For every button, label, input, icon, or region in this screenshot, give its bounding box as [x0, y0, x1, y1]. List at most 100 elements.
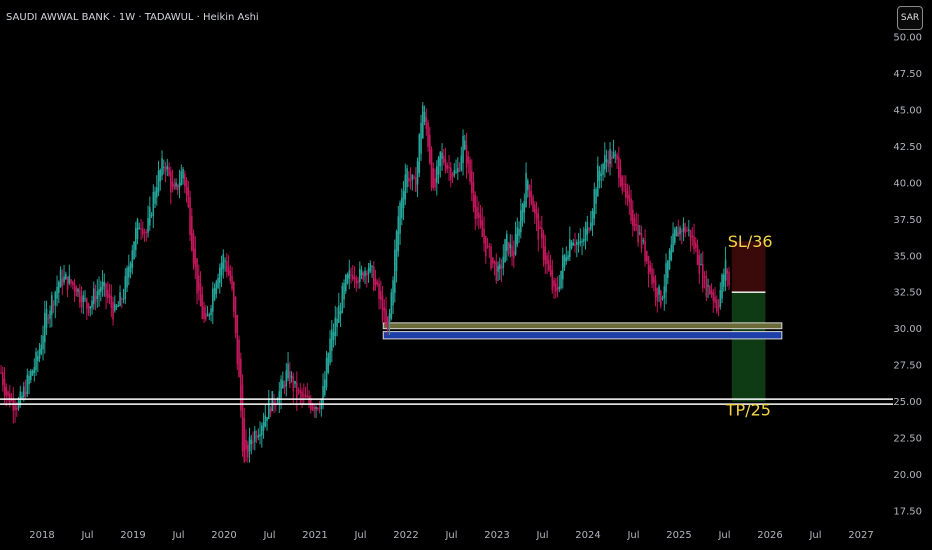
candle-body — [565, 257, 568, 262]
candle — [714, 287, 716, 309]
candle-body — [586, 221, 589, 235]
candle-body — [506, 233, 508, 251]
candle — [294, 380, 296, 388]
candle-body — [329, 338, 331, 363]
candle-body — [264, 415, 267, 427]
candle-body — [563, 254, 566, 268]
candle — [275, 399, 277, 412]
candle-body — [415, 177, 417, 192]
candle — [138, 222, 141, 230]
candle-body — [24, 391, 27, 396]
candle-body — [497, 266, 499, 272]
candle — [236, 314, 239, 371]
candle-body — [471, 170, 473, 194]
candle — [471, 159, 473, 202]
candle-body — [59, 269, 62, 288]
candle-body — [94, 296, 97, 302]
candle-body — [726, 270, 729, 274]
candle — [474, 191, 477, 231]
candle — [145, 228, 148, 242]
candle — [679, 225, 681, 241]
candle-body — [537, 213, 540, 240]
candle — [266, 416, 268, 431]
candle-body — [42, 335, 44, 350]
candle-body — [444, 159, 447, 171]
candle-body — [691, 235, 694, 238]
candle-body — [693, 236, 695, 250]
candle-body — [569, 239, 571, 258]
candle-body — [443, 155, 445, 163]
candle — [296, 371, 298, 412]
candle-body — [82, 295, 85, 302]
candle-body — [52, 304, 55, 306]
candle — [44, 300, 46, 354]
candle-body — [397, 216, 400, 252]
time-tick-label: Jul — [808, 530, 821, 541]
candle — [700, 253, 702, 266]
candle-body — [311, 405, 314, 410]
candle — [320, 398, 323, 417]
candle — [509, 234, 512, 258]
candle-body — [248, 436, 251, 452]
candle-body — [159, 170, 162, 182]
time-tick-label: 2027 — [848, 530, 873, 541]
candle-body — [285, 370, 288, 387]
candle — [170, 166, 172, 205]
candle-body — [457, 168, 459, 173]
candle-body — [474, 194, 477, 219]
candle-body — [292, 376, 295, 392]
candle-body — [357, 280, 359, 283]
candle — [177, 183, 179, 195]
candle-body — [682, 223, 685, 232]
candle — [93, 281, 95, 310]
candle-body — [212, 288, 214, 312]
candle — [157, 160, 160, 197]
candle-body — [250, 439, 253, 445]
candle-body — [227, 266, 230, 275]
candle-body — [33, 367, 36, 374]
candle — [698, 249, 701, 285]
candle — [45, 300, 48, 335]
candle — [297, 387, 300, 395]
candle — [598, 166, 601, 189]
currency-button[interactable]: SAR — [897, 6, 923, 30]
candle — [429, 126, 431, 166]
candle-body — [37, 356, 39, 362]
candle — [334, 305, 337, 346]
candle-body — [584, 228, 587, 241]
candle — [621, 175, 624, 195]
candle — [243, 407, 246, 464]
candle — [359, 261, 361, 289]
candle-body — [387, 316, 389, 331]
candle-body — [79, 290, 81, 303]
candle-body — [679, 227, 681, 235]
candle-body — [282, 380, 284, 389]
candle — [231, 266, 233, 292]
candle-body — [698, 255, 701, 274]
candle-body — [658, 286, 660, 295]
candle — [317, 407, 319, 412]
candle — [219, 263, 221, 294]
price-tick-label: 32.50 — [893, 288, 922, 299]
candle-body — [490, 246, 492, 269]
candle-body — [609, 149, 611, 164]
candle — [556, 276, 559, 298]
time-tick-label: 2020 — [211, 530, 236, 541]
candle-body — [185, 179, 188, 195]
candle — [548, 250, 550, 272]
candle-body — [294, 380, 296, 384]
candle-body — [670, 244, 673, 260]
candle-body — [429, 134, 431, 164]
candle — [436, 160, 438, 196]
candle-body — [199, 283, 202, 307]
time-tick-label: Jul — [626, 530, 639, 541]
candle-body — [649, 265, 652, 272]
candle — [488, 243, 491, 259]
candle — [366, 270, 368, 288]
candle — [717, 299, 720, 317]
candle-body — [413, 177, 415, 179]
candle-body — [388, 313, 391, 324]
candle-body — [14, 405, 16, 411]
candle — [156, 175, 158, 206]
